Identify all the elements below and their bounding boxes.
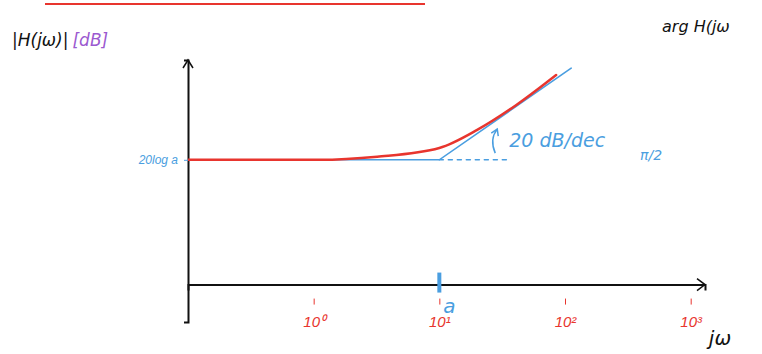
series-line <box>188 75 556 160</box>
x-tick-label: 10³ <box>680 313 703 330</box>
x-axis-arrow <box>697 279 705 291</box>
x-tick-mark <box>439 299 440 305</box>
side-text: arg H(jω <box>662 17 730 36</box>
slope-arrow-head <box>491 129 498 136</box>
chart: 10⁰10¹10²10³20log a|H(jω)|[dB]jω20 dB/de… <box>0 0 762 354</box>
series-line <box>439 159 507 161</box>
x-tick-mark <box>691 299 692 305</box>
slope-arrow <box>493 129 498 153</box>
annotation: a <box>443 294 455 318</box>
corner-marker <box>437 273 441 293</box>
x-tick-mark <box>565 299 566 305</box>
y-axis-title: |H(jω)|[dB] <box>12 30 108 50</box>
x-axis-line <box>189 285 706 291</box>
x-axis: 10⁰10¹10²10³ <box>189 285 706 330</box>
y-axis-title-main: |H(jω)| <box>12 30 68 50</box>
side-text: π/2 <box>640 147 662 163</box>
x-tick-label: 10² <box>555 313 578 330</box>
y-tick-mark <box>184 160 188 161</box>
y-tick-label: 20log a <box>138 153 179 167</box>
x-tick-mark <box>314 299 315 305</box>
x-axis-title: jω <box>706 326 731 350</box>
y-axis-arrow <box>183 60 193 68</box>
x-tick: 10² <box>555 299 578 331</box>
x-tick: 10³ <box>680 299 703 331</box>
y-axis: 20log a <box>138 61 189 323</box>
x-tick: 10⁰ <box>303 299 328 331</box>
x-tick-label: 10⁰ <box>303 313 328 330</box>
annotation: 20 dB/dec <box>509 129 605 151</box>
header-underline <box>45 3 425 5</box>
y-axis-line <box>184 61 189 323</box>
y-tick: 20log a <box>138 153 188 167</box>
y-axis-title-unit: [dB] <box>72 30 108 50</box>
